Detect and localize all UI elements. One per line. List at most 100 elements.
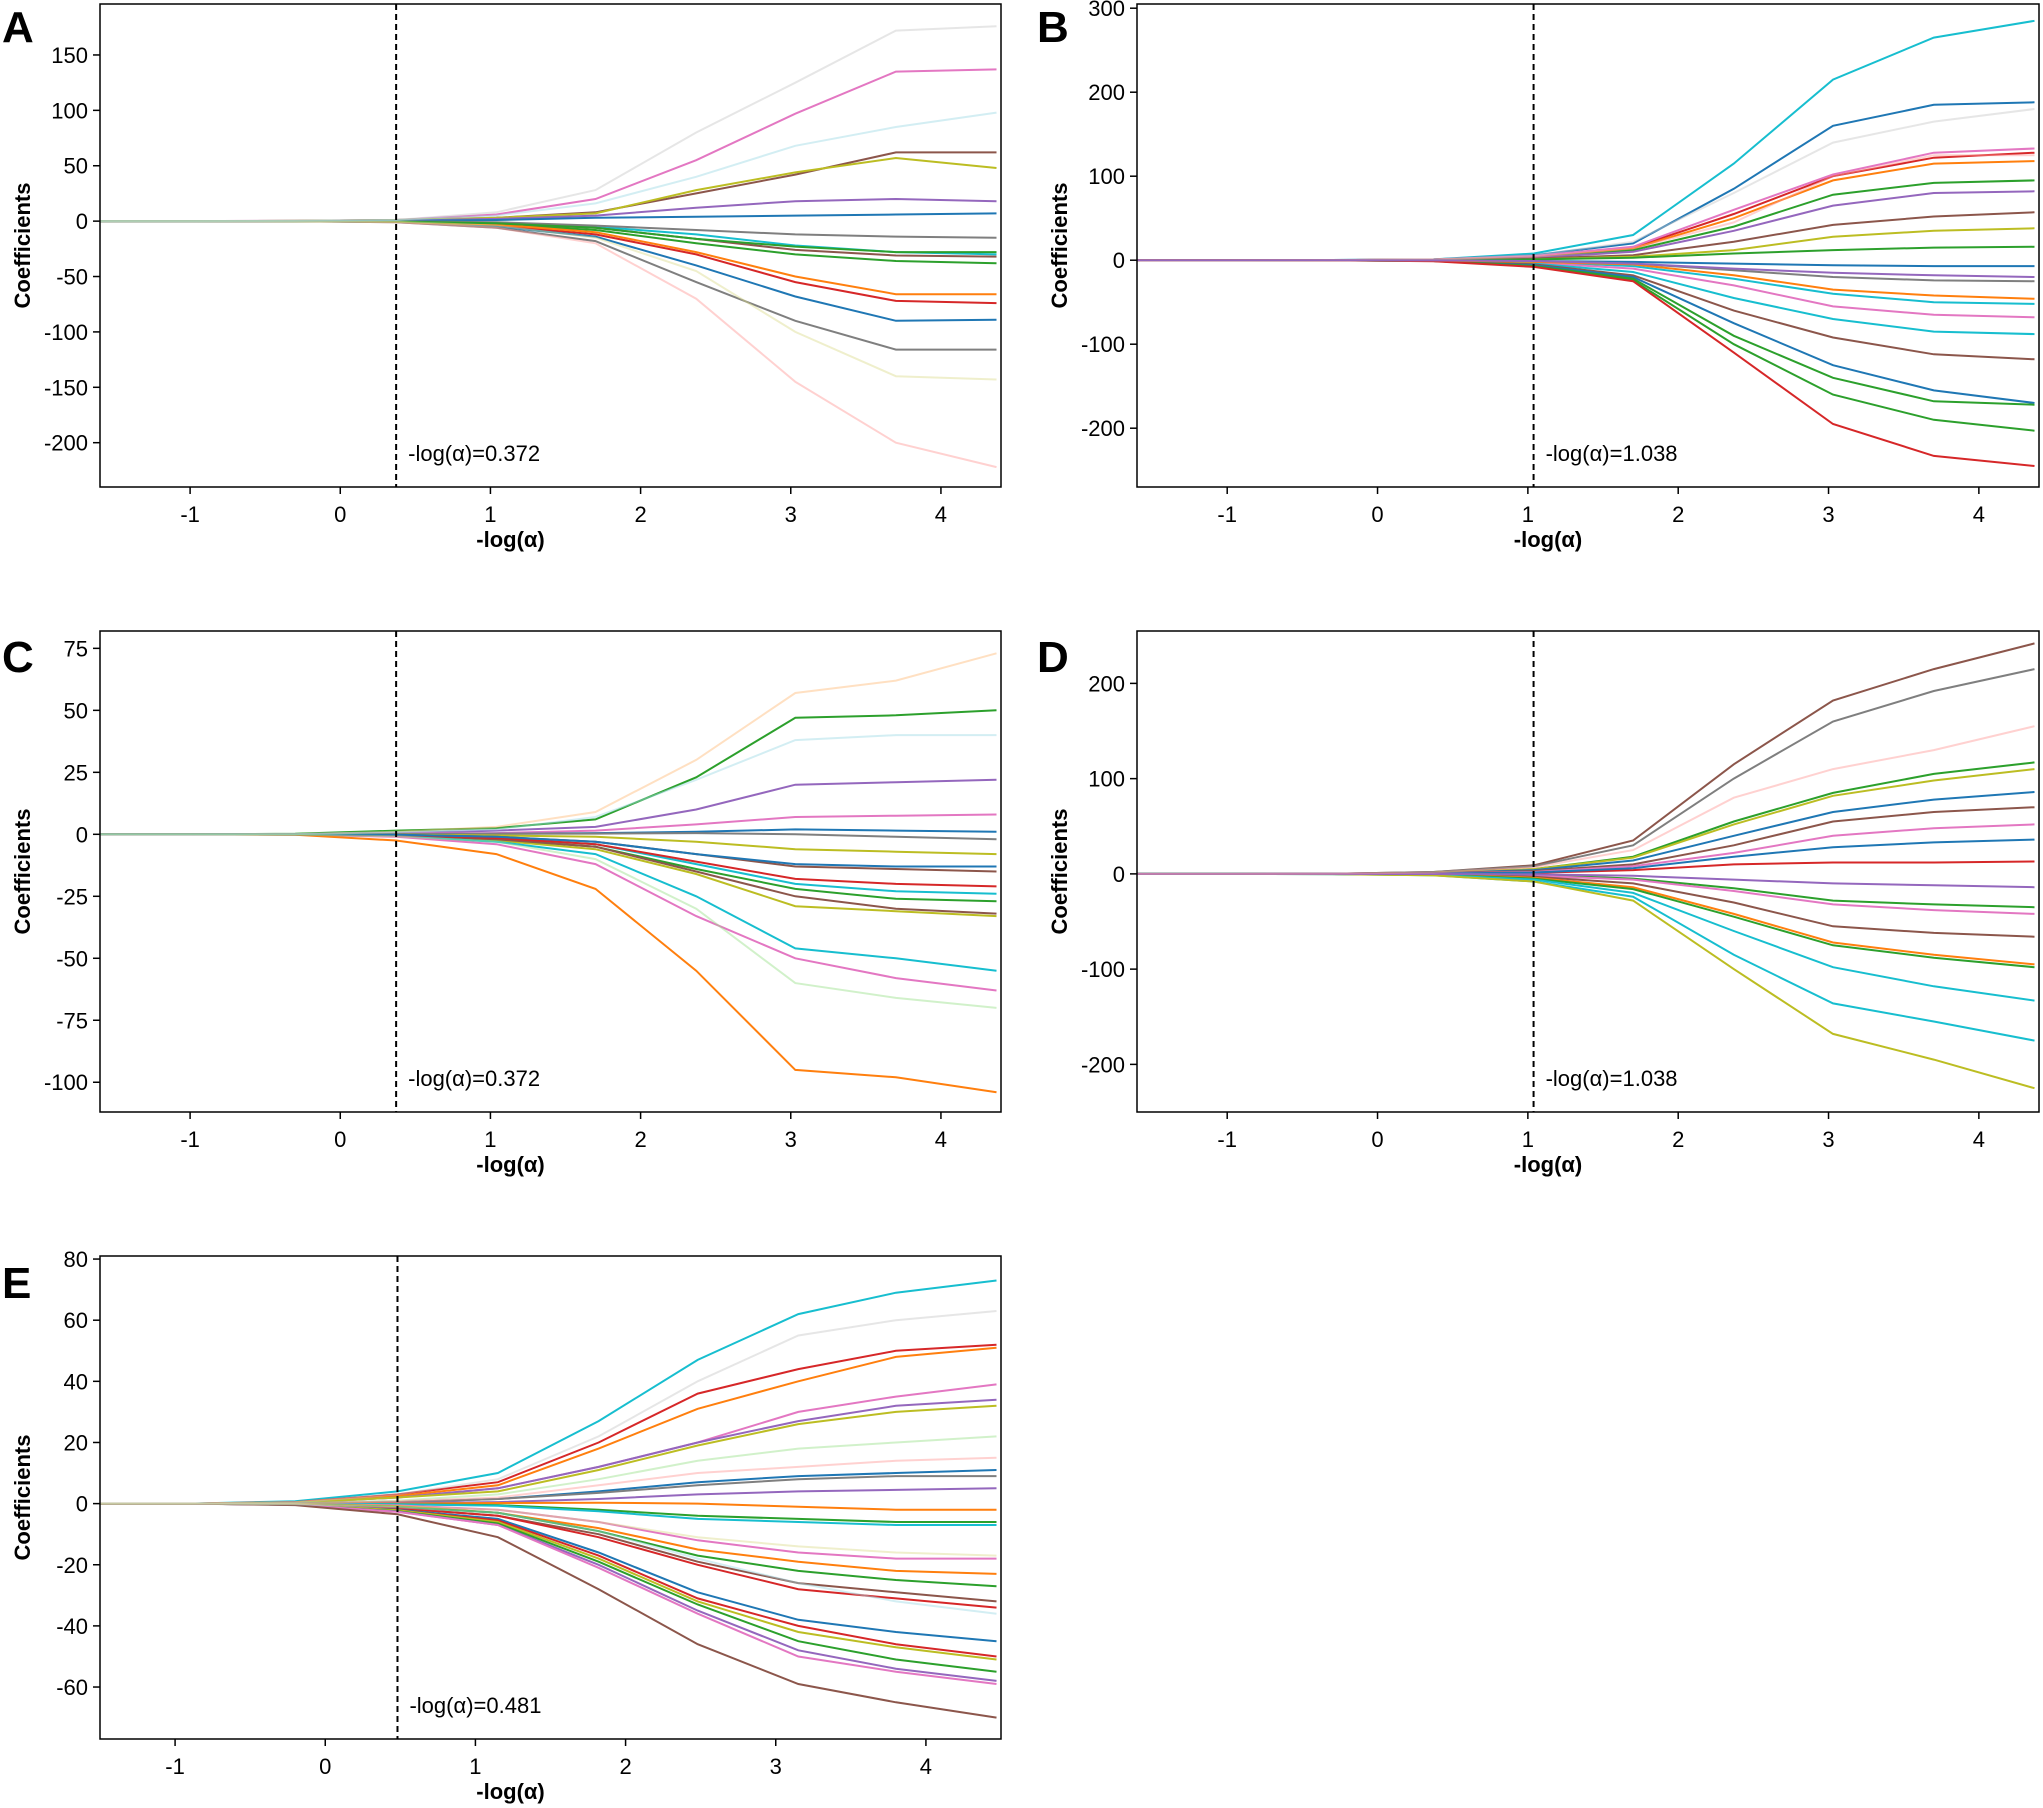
- plot-frame: [99, 630, 1002, 1113]
- y-tick-label: -50: [56, 946, 88, 971]
- panel-b: B -log(α)=1.038 -1 0 1 2 3 4 300 200 100 0 -100 -200 -…: [1037, 0, 2040, 552]
- x-tick-label: -1: [1217, 1127, 1237, 1152]
- coefficient-path-line: [100, 833, 997, 868]
- x-tick-label: 4: [935, 502, 947, 527]
- x-tick-label: -1: [165, 1754, 185, 1779]
- coefficient-path-line: [100, 25, 997, 223]
- x-tick-label: 4: [1973, 502, 1985, 527]
- panel-d: D -log(α)=1.038 -1 0 1 2 3 4 200 100 0 -100 -200 -log…: [1037, 630, 2040, 1177]
- coefficient-path-line: [1137, 259, 2035, 404]
- y-tick-label: -200: [1081, 416, 1125, 441]
- x-tick-label: -1: [180, 502, 200, 527]
- cutoff-annotation: -log(α)=1.038: [1546, 1066, 1678, 1091]
- cutoff-annotation: -log(α)=0.481: [409, 1693, 541, 1718]
- y-tick-label: 0: [1113, 248, 1125, 273]
- x-tick-label: 0: [319, 1754, 331, 1779]
- cutoff-annotation: -log(α)=0.372: [408, 1066, 540, 1091]
- x-tick-label: 0: [334, 502, 346, 527]
- plot-frame: [99, 3, 1002, 488]
- y-tick-label: -200: [1081, 1052, 1125, 1077]
- y-tick-label: -200: [44, 431, 88, 456]
- y-tick-label: -100: [44, 1070, 88, 1095]
- y-tick-label: 100: [51, 98, 88, 123]
- x-tick-label: 0: [334, 1127, 346, 1152]
- x-axis-title: -log(α): [476, 527, 545, 552]
- panel-a: A -log(α)=0.372 -1 0 1 2 3 4 150 100 50 0 -50 -100 -15…: [2, 3, 1002, 552]
- series-group: [1137, 19, 2035, 467]
- coefficient-path-line: [100, 220, 997, 351]
- y-axis-title: Coefficients: [10, 1435, 35, 1561]
- y-axis-title: Coefficients: [10, 809, 35, 935]
- y-axis-title: Coefficients: [1047, 183, 1072, 309]
- coefficient-path-line: [100, 1502, 997, 1557]
- x-tick-label: 4: [1973, 1127, 1985, 1152]
- coefficient-path-line: [1137, 725, 2035, 875]
- x-tick-label: 3: [785, 1127, 797, 1152]
- coefficient-path-line: [1137, 101, 2035, 262]
- coefficient-path-line: [1137, 160, 2035, 262]
- coefficient-path-line: [100, 652, 997, 836]
- y-tick-label: 0: [76, 822, 88, 847]
- y-tick-label: 0: [1113, 862, 1125, 887]
- coefficient-path-line: [1137, 872, 2035, 889]
- coefficient-path-line: [100, 1502, 997, 1719]
- y-tick-label: 75: [64, 636, 88, 661]
- series-group: [100, 25, 997, 469]
- y-tick-label: -60: [56, 1675, 88, 1700]
- coefficient-path-line: [100, 1502, 997, 1673]
- panel-letter: C: [2, 633, 34, 682]
- x-tick-label: 4: [920, 1754, 932, 1779]
- x-tick-label: 1: [469, 1754, 481, 1779]
- series-group: [1137, 642, 2035, 1090]
- coefficient-path-line: [1137, 259, 2035, 406]
- x-tick-label: 1: [484, 502, 496, 527]
- y-axis-title: Coefficients: [1047, 809, 1072, 935]
- coefficient-path-line: [1137, 823, 2035, 875]
- coefficient-path-line: [100, 156, 997, 223]
- coefficient-path-line: [100, 1502, 997, 1615]
- x-tick-label: 2: [634, 1127, 646, 1152]
- x-axis-title: -log(α): [1514, 527, 1583, 552]
- coefficient-path-line: [100, 68, 997, 223]
- x-tick-label: 1: [1522, 502, 1534, 527]
- coefficient-path-line: [100, 1279, 997, 1505]
- panel-letter: B: [1037, 3, 1069, 52]
- plot-frame: [99, 1255, 1002, 1740]
- y-tick-label: -20: [56, 1553, 88, 1578]
- coefficient-path-line: [100, 1456, 997, 1505]
- y-tick-label: 0: [76, 209, 88, 234]
- plot-frame: [1136, 3, 2040, 488]
- y-tick-label: 200: [1088, 80, 1125, 105]
- series-group: [100, 1279, 997, 1719]
- y-tick-label: 25: [64, 760, 88, 785]
- y-tick-label: -100: [1081, 332, 1125, 357]
- panel-c: C -log(α)=0.372 -1 0 1 2 3 4 75 50 25 0 -25 -50 -75 -10…: [2, 630, 1002, 1177]
- coefficient-path-line: [100, 220, 997, 305]
- y-tick-label: 0: [76, 1492, 88, 1517]
- coefficient-path-line: [100, 778, 997, 836]
- coefficient-path-line: [100, 1502, 997, 1523]
- coefficient-path-line: [100, 833, 997, 1094]
- panel-e: E -log(α)=0.481 -1 0 1 2 3 4 80 60 40 20 0 -20 -40 -60 -…: [2, 1247, 1002, 1804]
- x-tick-label: 0: [1371, 1127, 1383, 1152]
- x-tick-label: 3: [1822, 502, 1834, 527]
- x-tick-label: 1: [1522, 1127, 1534, 1152]
- coefficient-path-line: [1137, 872, 2035, 1042]
- x-axis-title: -log(α): [476, 1779, 545, 1804]
- y-tick-label: -100: [1081, 957, 1125, 982]
- y-tick-label: -40: [56, 1614, 88, 1639]
- y-tick-label: 150: [51, 43, 88, 68]
- y-tick-label: 60: [64, 1308, 88, 1333]
- y-tick-label: 300: [1088, 0, 1125, 21]
- y-tick-label: 40: [64, 1369, 88, 1394]
- y-tick-label: 50: [64, 698, 88, 723]
- x-tick-label: 2: [634, 502, 646, 527]
- coefficient-path-line: [100, 833, 997, 1009]
- coefficient-path-line: [100, 111, 997, 223]
- x-tick-label: 0: [1371, 502, 1383, 527]
- coefficient-path-line: [1137, 642, 2035, 875]
- y-tick-label: 50: [64, 154, 88, 179]
- coefficient-path-line: [100, 1502, 997, 1685]
- coefficient-path-line: [1137, 259, 2035, 467]
